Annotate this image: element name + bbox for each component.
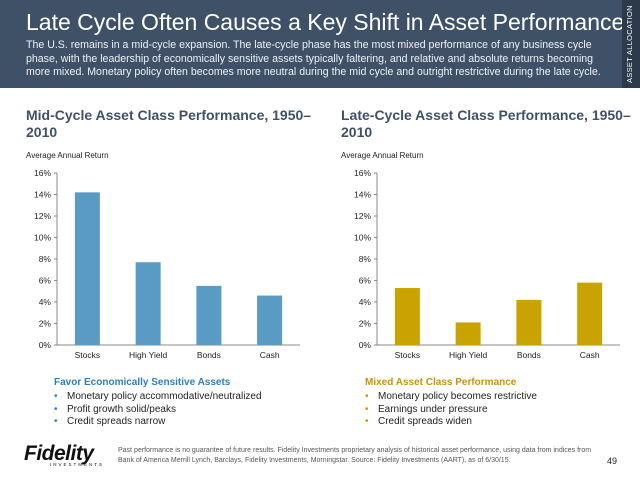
mid-cycle-y-tick-label: 6% xyxy=(39,276,52,286)
mid-cycle-x-tick-label: Cash xyxy=(260,350,280,360)
header-banner: Late Cycle Often Causes a Key Shift in A… xyxy=(0,0,640,88)
mid-cycle-y-tick-label: 2% xyxy=(39,319,52,329)
late-takeaway-list: • Monetary policy becomes restrictive • Ea… xyxy=(365,391,537,429)
mid-cycle-bar-cash xyxy=(257,295,283,345)
late-cycle-y-tick-label: 14% xyxy=(354,190,371,200)
mid-cycle-bar-high-yield xyxy=(135,262,161,345)
late-cycle-y-tick-label: 12% xyxy=(354,211,371,221)
mid-takeaway-list: • Monetary policy accommodative/neutraliz… xyxy=(54,391,262,429)
page-subtitle: The U.S. remains in a mid-cycle expansio… xyxy=(26,39,601,79)
mid-cycle-y-tick-label: 14% xyxy=(34,190,51,200)
list-item: • Credit spreads widen xyxy=(365,416,472,427)
late-cycle-y-tick-label: 0% xyxy=(359,340,372,350)
mid-cycle-bar-stocks xyxy=(74,192,100,345)
late-cycle-ylabel: Average Annual Return xyxy=(341,151,424,160)
mid-cycle-x-tick-label: High Yield xyxy=(129,350,168,360)
fidelity-logo: Fidelity INVESTMENTS xyxy=(24,442,105,467)
section-tab: ASSET ALLOCATION xyxy=(622,0,640,88)
late-cycle-x-tick-label: Stocks xyxy=(395,350,421,360)
late-cycle-bar-high-yield xyxy=(455,322,481,345)
mid-cycle-y-tick-label: 10% xyxy=(34,233,51,243)
late-cycle-bar-chart: 0% 2% 4% 6% 8% 10% 12% 14% 16% Stocks High Yield Bo… xyxy=(354,168,620,360)
list-item: • Monetary policy becomes restrictive xyxy=(365,391,537,402)
mid-cycle-y-tick-label: 12% xyxy=(34,211,51,221)
mid-cycle-y-tick-label: 16% xyxy=(34,168,51,178)
late-cycle-y-tick-label: 8% xyxy=(359,254,372,264)
mid-cycle-y-tick-label: 8% xyxy=(39,254,52,264)
section-tab-label: ASSET ALLOCATION xyxy=(625,5,634,83)
list-item: • Credit spreads narrow xyxy=(54,416,166,427)
late-cycle-y-tick-label: 10% xyxy=(354,233,371,243)
mid-cycle-y-tick-label: 0% xyxy=(39,340,52,350)
late-cycle-chart-title: Late-Cycle Asset Class Performance, 1950… xyxy=(341,107,631,140)
list-item: • Monetary policy accommodative/neutraliz… xyxy=(54,391,262,402)
late-cycle-bar-stocks xyxy=(394,288,420,345)
page-title: Late Cycle Often Causes a Key Shift in A… xyxy=(26,9,625,35)
late-cycle-bar-bonds xyxy=(516,299,542,345)
late-cycle-y-tick-label: 16% xyxy=(354,168,371,178)
mid-cycle-chart-title: Mid-Cycle Asset Class Performance, 1950–… xyxy=(26,107,312,140)
mid-cycle-x-tick-label: Stocks xyxy=(75,350,101,360)
late-cycle-y-tick-label: 6% xyxy=(359,276,372,286)
footnote: Past performance is no guarantee of futu… xyxy=(118,447,592,464)
list-item: • Profit growth solid/peaks xyxy=(54,403,176,415)
page-number: 49 xyxy=(607,456,618,466)
late-cycle-y-tick-label: 2% xyxy=(359,319,372,329)
mid-cycle-y-tick-label: 4% xyxy=(39,297,52,307)
late-cycle-x-tick-label: High Yield xyxy=(449,350,488,360)
late-takeaway-title: Mixed Asset Class Performance xyxy=(365,377,517,388)
mid-cycle-x-tick-label: Bonds xyxy=(197,350,221,360)
mid-takeaway-title: Favor Economically Sensitive Assets xyxy=(54,377,231,388)
mid-cycle-bar-chart: 0% 2% 4% 6% 8% 10% 12% 14% 16% Stocks High Yield Bo… xyxy=(34,168,300,360)
mid-cycle-ylabel: Average Annual Return xyxy=(26,151,109,160)
mid-cycle-bar-bonds xyxy=(196,285,222,345)
list-item: • Earnings under pressure xyxy=(365,403,488,415)
late-cycle-bar-cash xyxy=(577,282,603,345)
late-cycle-x-tick-label: Bonds xyxy=(517,350,541,360)
late-cycle-x-tick-label: Cash xyxy=(580,350,600,360)
late-cycle-y-tick-label: 4% xyxy=(359,297,372,307)
